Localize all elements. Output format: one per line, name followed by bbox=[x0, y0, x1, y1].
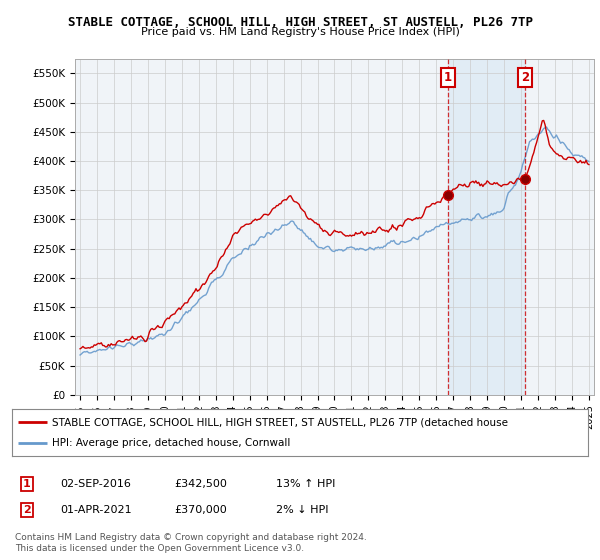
Text: 2: 2 bbox=[23, 505, 31, 515]
Text: £370,000: £370,000 bbox=[174, 505, 227, 515]
Text: 02-SEP-2016: 02-SEP-2016 bbox=[60, 479, 131, 489]
Text: 01-APR-2021: 01-APR-2021 bbox=[60, 505, 131, 515]
Text: 2: 2 bbox=[521, 71, 529, 84]
Text: STABLE COTTAGE, SCHOOL HILL, HIGH STREET, ST AUSTELL, PL26 7TP (detached house: STABLE COTTAGE, SCHOOL HILL, HIGH STREET… bbox=[52, 417, 508, 427]
Text: £342,500: £342,500 bbox=[174, 479, 227, 489]
Bar bbox=[448, 59, 526, 395]
Text: Contains HM Land Registry data © Crown copyright and database right 2024.
This d: Contains HM Land Registry data © Crown c… bbox=[15, 534, 367, 553]
Text: STABLE COTTAGE, SCHOOL HILL, HIGH STREET, ST AUSTELL, PL26 7TP: STABLE COTTAGE, SCHOOL HILL, HIGH STREET… bbox=[67, 16, 533, 29]
Text: 1: 1 bbox=[23, 479, 31, 489]
Text: HPI: Average price, detached house, Cornwall: HPI: Average price, detached house, Corn… bbox=[52, 438, 290, 448]
Text: 1: 1 bbox=[443, 71, 452, 84]
Text: 13% ↑ HPI: 13% ↑ HPI bbox=[276, 479, 335, 489]
Text: Price paid vs. HM Land Registry's House Price Index (HPI): Price paid vs. HM Land Registry's House … bbox=[140, 27, 460, 37]
Text: 2% ↓ HPI: 2% ↓ HPI bbox=[276, 505, 329, 515]
